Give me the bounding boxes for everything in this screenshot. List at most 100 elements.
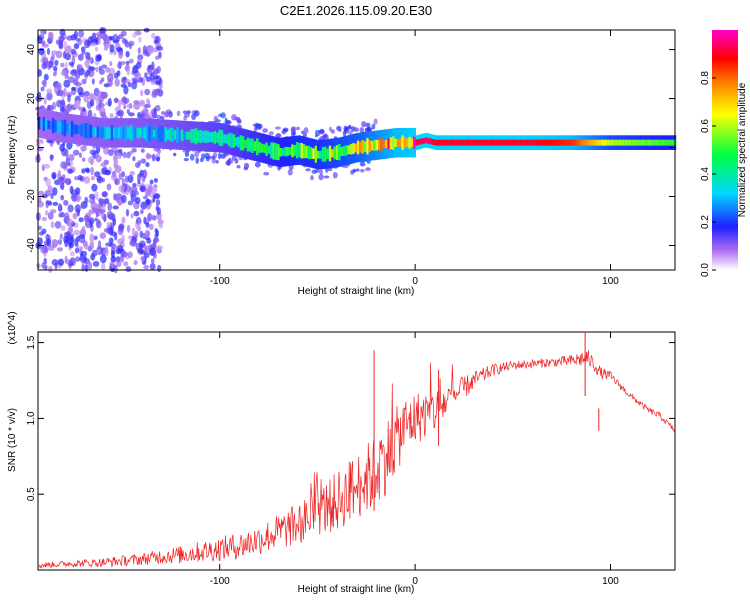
ridge-core bbox=[441, 139, 445, 146]
noise-blob bbox=[116, 244, 124, 252]
noise-blob bbox=[108, 213, 114, 220]
ridge-core bbox=[274, 143, 278, 160]
noise-blob bbox=[98, 68, 105, 75]
noise-blob bbox=[139, 185, 146, 193]
ridge-core bbox=[49, 120, 53, 130]
ridge-core bbox=[145, 124, 149, 142]
ridge-core bbox=[143, 127, 147, 139]
noise-blob bbox=[127, 251, 133, 259]
snr-series-line bbox=[37, 350, 676, 569]
x-tick-label: 100 bbox=[602, 576, 619, 587]
noise-blob bbox=[76, 197, 80, 203]
ridge-core bbox=[272, 142, 276, 160]
noise-blob bbox=[79, 235, 86, 244]
ridge-core bbox=[267, 145, 271, 154]
ridge-core bbox=[82, 123, 86, 138]
ridge-core bbox=[68, 123, 72, 134]
ridge-core bbox=[141, 127, 144, 138]
noise-blob bbox=[114, 78, 120, 87]
ridge-core bbox=[431, 139, 435, 145]
noise-blob bbox=[151, 153, 156, 162]
ridge-core bbox=[176, 127, 180, 143]
noise-blob bbox=[113, 50, 117, 56]
y-tick-label: -40 bbox=[26, 238, 37, 253]
noise-blob bbox=[145, 76, 152, 82]
ridge-core bbox=[94, 127, 98, 137]
noise-blob bbox=[160, 115, 165, 120]
ridge-core bbox=[621, 139, 625, 146]
noise-blob bbox=[73, 43, 80, 50]
noise-blob bbox=[220, 153, 227, 159]
ridge-core bbox=[570, 139, 574, 146]
ridge-core bbox=[483, 139, 487, 146]
ridge-core bbox=[134, 127, 137, 139]
noise-blob bbox=[342, 130, 347, 137]
noise-blob bbox=[67, 204, 74, 213]
noise-blob bbox=[75, 100, 81, 108]
noise-blob bbox=[94, 46, 99, 52]
ridge-core bbox=[239, 135, 243, 151]
noise-blob bbox=[114, 178, 121, 186]
noise-blob bbox=[103, 83, 110, 88]
noise-blob bbox=[66, 35, 73, 41]
ridge-core bbox=[619, 139, 623, 146]
noise-blob bbox=[127, 200, 134, 206]
noise-blob bbox=[163, 111, 170, 118]
ridge-core bbox=[633, 139, 637, 146]
noise-blob bbox=[173, 152, 177, 157]
noise-blob bbox=[121, 216, 126, 224]
noise-blob bbox=[70, 48, 77, 55]
noise-blob bbox=[140, 158, 147, 164]
ridge-core bbox=[603, 139, 606, 146]
spectrogram-ridge bbox=[38, 108, 677, 170]
noise-blob bbox=[325, 167, 329, 173]
noise-blob bbox=[95, 153, 101, 162]
ridge-core bbox=[652, 139, 656, 146]
noise-blob bbox=[59, 233, 63, 240]
noise-blob bbox=[130, 185, 138, 194]
y-tick-label: 0.5 bbox=[26, 487, 37, 501]
ridge-core bbox=[277, 144, 280, 161]
noise-blob bbox=[187, 110, 191, 114]
noise-blob bbox=[93, 95, 98, 101]
ridge-core bbox=[417, 139, 421, 145]
noise-blob bbox=[113, 193, 117, 201]
noise-blob bbox=[194, 110, 200, 117]
noise-blob bbox=[71, 86, 77, 91]
noise-blob bbox=[332, 171, 338, 179]
y-tick-label: 20 bbox=[26, 93, 37, 105]
noise-blob bbox=[52, 65, 58, 72]
noise-blob bbox=[140, 201, 147, 210]
noise-blob bbox=[152, 251, 157, 259]
ridge-core bbox=[335, 145, 339, 160]
ridge-core bbox=[227, 133, 231, 147]
ridge-core bbox=[246, 137, 250, 152]
noise-blob bbox=[89, 149, 97, 155]
noise-blob bbox=[117, 50, 124, 59]
ridge-core bbox=[162, 127, 166, 142]
ridge-core bbox=[577, 139, 581, 146]
noise-blob bbox=[57, 239, 63, 245]
ridge-core bbox=[202, 131, 205, 143]
noise-blob bbox=[117, 152, 122, 160]
ridge-core bbox=[324, 146, 327, 162]
ridge-core bbox=[624, 139, 627, 146]
ridge-core bbox=[366, 138, 370, 155]
ridge-core bbox=[159, 126, 163, 143]
ridge-core bbox=[410, 138, 414, 147]
noise-blob bbox=[155, 156, 161, 162]
ridge-core bbox=[300, 143, 304, 159]
noise-blob bbox=[52, 187, 58, 196]
ridge-core bbox=[396, 138, 400, 147]
ridge-core bbox=[183, 130, 187, 141]
noise-blob bbox=[254, 161, 261, 168]
noise-blob bbox=[40, 86, 45, 92]
ridge-core bbox=[666, 139, 670, 146]
ridge-core bbox=[598, 139, 602, 146]
noise-blob bbox=[60, 70, 68, 77]
noise-blob bbox=[268, 131, 274, 136]
noise-blob bbox=[105, 66, 111, 73]
noise-blob bbox=[125, 208, 130, 217]
noise-blob bbox=[159, 84, 163, 90]
noise-blob bbox=[113, 97, 119, 104]
